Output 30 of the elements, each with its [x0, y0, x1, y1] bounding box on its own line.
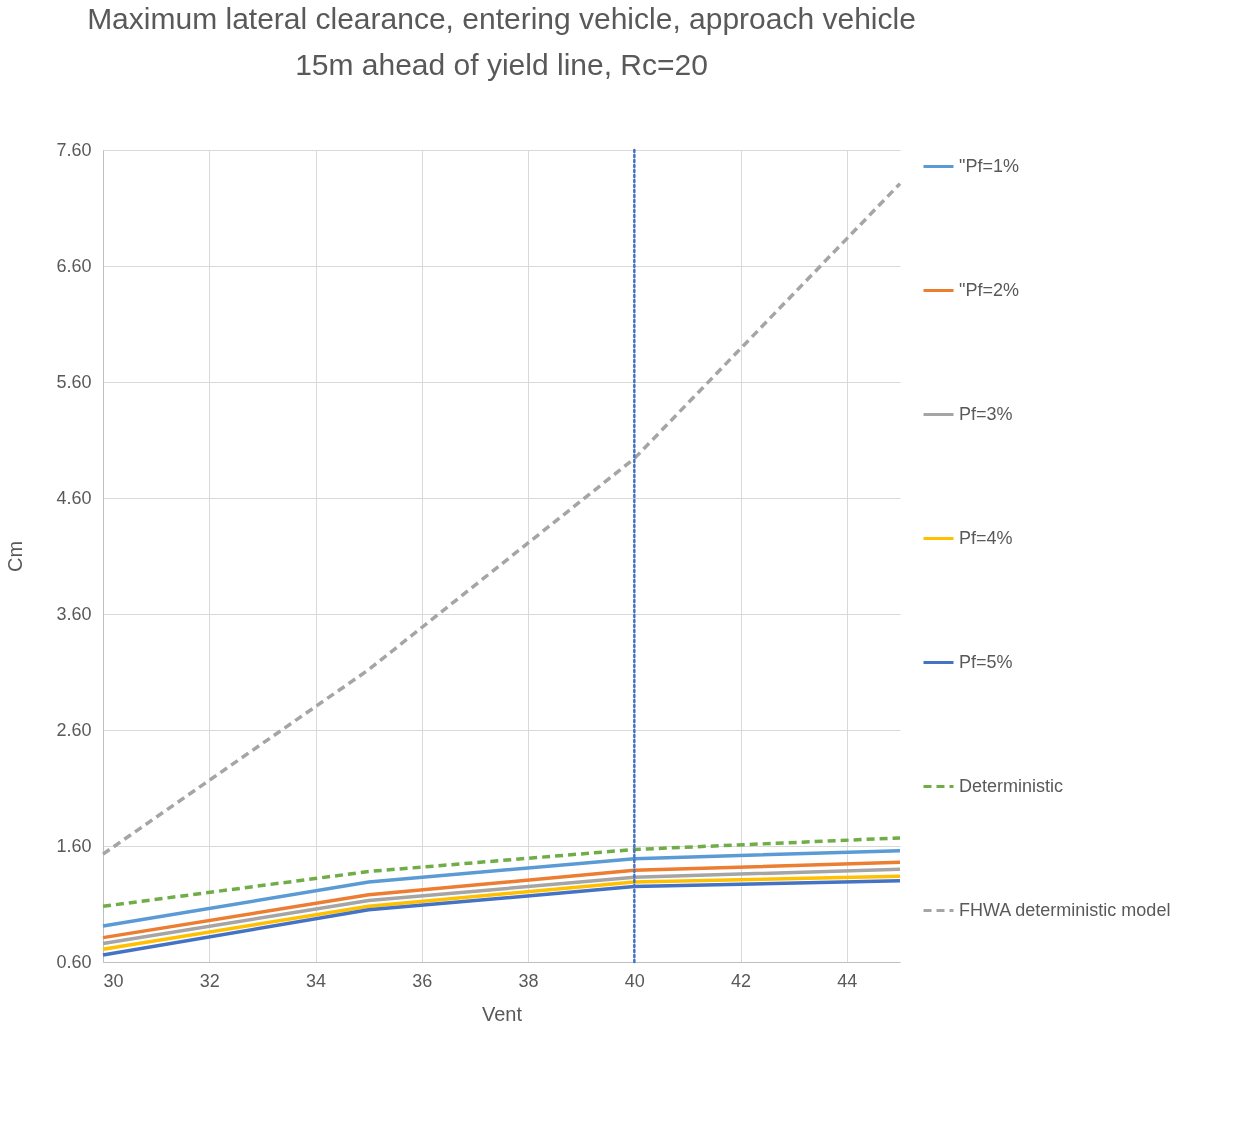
legend-label: FHWA deterministic model [959, 899, 1171, 920]
y-tick-label: 7.60 [56, 139, 92, 160]
chart-title: Maximum lateral clearance, entering vehicle, approach vehicle 15m ahead of yield line, Rc=20 [87, 2, 916, 81]
legend-label: "Pf=1% [959, 155, 1019, 176]
legend-label: "Pf=2% [959, 279, 1019, 300]
x-tick-label: 42 [731, 970, 752, 991]
y-tick-label: 6.60 [56, 255, 92, 276]
x-tick-label: 38 [518, 970, 539, 991]
line-series [101, 181, 902, 856]
x-tick-label: 40 [624, 970, 645, 991]
y-tick-label: 1.60 [56, 835, 92, 856]
legend-label: Pf=3% [959, 403, 1013, 424]
line-series [101, 848, 902, 928]
y-tick-label: 4.60 [56, 487, 92, 508]
x-tick-label: 30 [103, 970, 124, 991]
y-tick-label: 0.60 [56, 951, 92, 972]
line-series [101, 860, 902, 940]
x-tick-label: 44 [837, 970, 858, 991]
y-tick-label: 3.60 [56, 603, 92, 624]
legend-label: Pf=5% [959, 651, 1013, 672]
x-axis-title: Vent [481, 1002, 523, 1025]
y-tick-label: 5.60 [56, 371, 92, 392]
x-tick-label: 34 [306, 970, 327, 991]
y-tick-label: 2.60 [56, 719, 92, 740]
legend-label: Deterministic [959, 775, 1064, 796]
x-tick-label: 36 [412, 970, 433, 991]
x-tick-label: 32 [199, 970, 220, 991]
legend-label: Pf=4% [959, 527, 1013, 548]
y-axis-title: Cm [4, 540, 27, 573]
line-series [101, 836, 902, 909]
